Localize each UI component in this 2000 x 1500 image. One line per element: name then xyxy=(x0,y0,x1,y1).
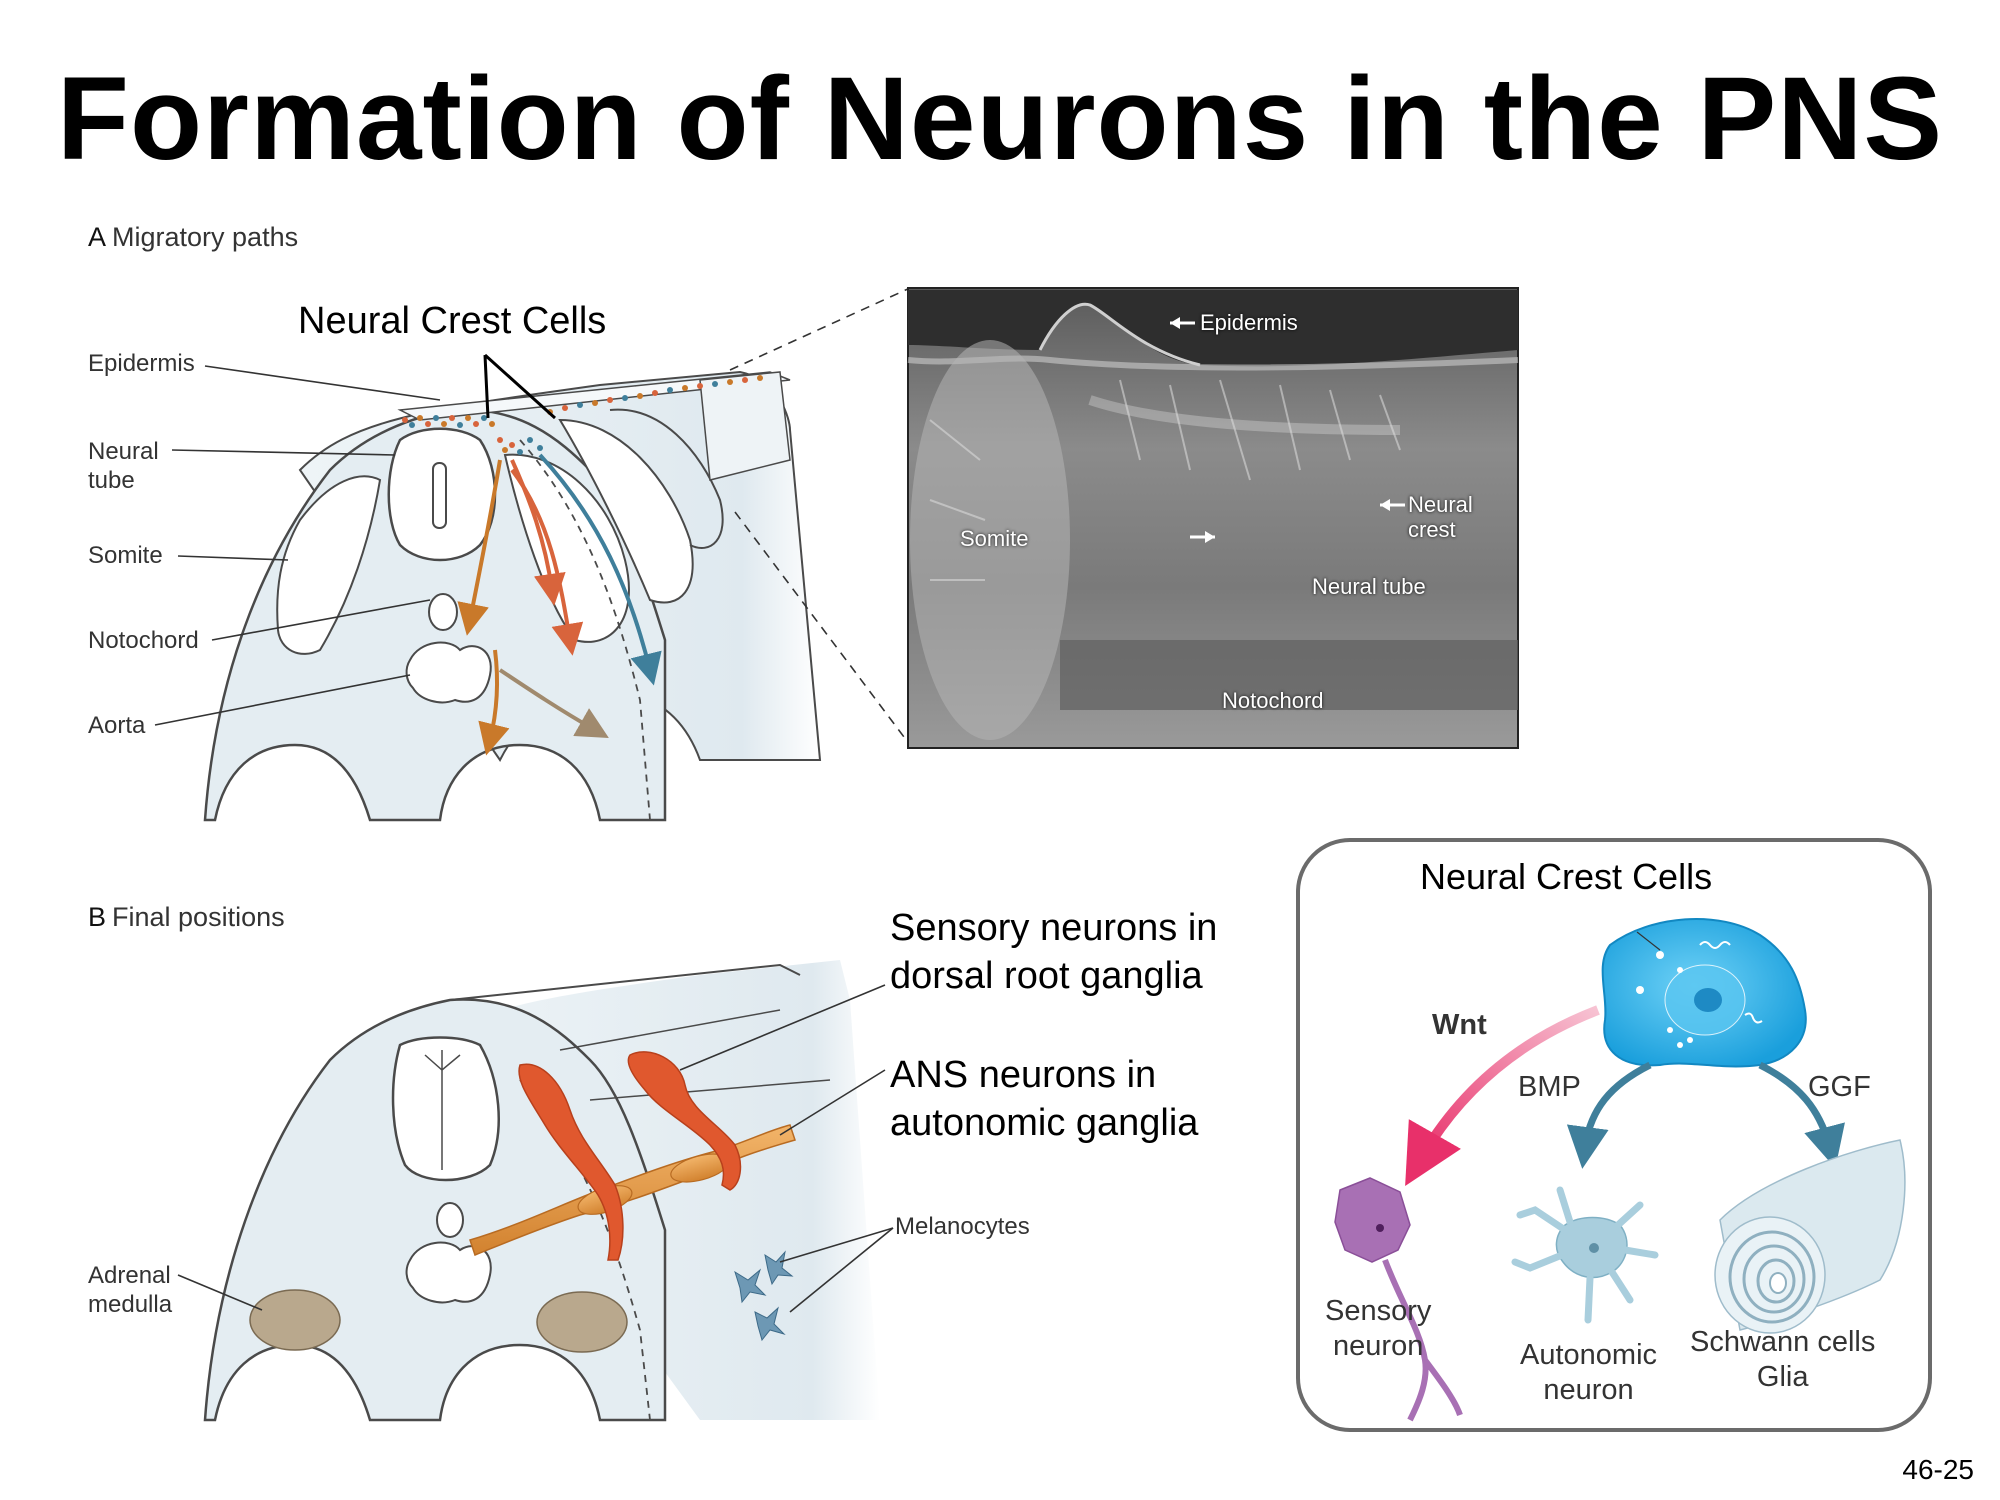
panel-b-label: B Final positions xyxy=(88,902,285,933)
neural-tube-label: Neural tube xyxy=(88,438,159,494)
adrenal-medulla-2 xyxy=(536,1291,628,1353)
panel-a-letter: A xyxy=(88,222,107,252)
fate-diagram-box xyxy=(1296,838,1932,1432)
slide-number: 46-25 xyxy=(1902,1454,1974,1485)
ggf-arrow xyxy=(1758,1061,1845,1169)
melanocytes-label: Melanocytes xyxy=(895,1213,1030,1240)
neural-crest-cells-label-a: Neural Crest Cells xyxy=(298,300,607,342)
sem-notochord-label: Notochord xyxy=(1222,688,1324,713)
aorta-label: Aorta xyxy=(88,712,146,739)
migration-arrow-orange xyxy=(457,459,502,636)
migration-arrow-blue xyxy=(538,453,662,686)
embryo-cross-section-a xyxy=(154,287,911,822)
adrenal-medulla-label: Adrenal medulla xyxy=(88,1262,173,1318)
migration-arrow-orange-2 xyxy=(478,649,510,756)
adrenal-medulla-1 xyxy=(249,1289,341,1351)
notochord-label: Notochord xyxy=(88,627,199,654)
panel-b-title: Final positions xyxy=(112,902,285,932)
wnt-arrow xyxy=(1405,1005,1600,1187)
ggf-label: GGF xyxy=(1808,1071,1871,1103)
migration-arrow-red-2 xyxy=(510,468,584,656)
sem-epidermis-label: Epidermis xyxy=(1200,310,1298,335)
schwann-cell-roll xyxy=(1714,1139,1906,1334)
sem-somite-label: Somite xyxy=(960,526,1029,551)
sem-micrograph xyxy=(907,287,1519,749)
sensory-neuron-cell xyxy=(1334,1177,1411,1263)
bmp-arrow xyxy=(1566,1061,1652,1169)
panel-a-label: A Migratory paths xyxy=(88,222,298,253)
ans-neurons-label: ANS neurons in autonomic ganglia xyxy=(890,1054,1199,1144)
neural-crest-dots xyxy=(402,375,763,455)
panel-a-title: Migratory paths xyxy=(112,222,299,252)
autonomic-neuron-label: Autonomic neuron xyxy=(1520,1339,1658,1406)
fate-box-title: Neural Crest Cells xyxy=(1420,856,1713,897)
autonomic-neuron-cell xyxy=(1511,1186,1659,1324)
panel-b-letter: B xyxy=(88,902,107,932)
dorsal-root-ganglion-1 xyxy=(518,1063,624,1261)
epidermis-label: Epidermis xyxy=(88,350,195,377)
slide-title: Formation of Neurons in the PNS xyxy=(56,53,1944,185)
sensory-neuron-label: Sensory neuron xyxy=(1325,1295,1432,1362)
somite-label: Somite xyxy=(88,542,163,569)
schwann-cells-label: Schwann cells Glia xyxy=(1690,1326,1876,1393)
migration-arrow-brown xyxy=(498,668,609,738)
sem-neural-crest-label: Neural crest xyxy=(1408,492,1473,543)
sem-neural-tube-label: Neural tube xyxy=(1312,574,1426,599)
bmp-label: BMP xyxy=(1518,1071,1581,1103)
sensory-neurons-label: Sensory neurons in dorsal root ganglia xyxy=(890,907,1218,997)
migration-arrow-red-1 xyxy=(510,459,566,606)
dorsal-root-ganglion-2 xyxy=(627,1051,742,1191)
wnt-label: Wnt xyxy=(1432,1009,1487,1041)
embryo-cross-section-b xyxy=(177,960,894,1422)
